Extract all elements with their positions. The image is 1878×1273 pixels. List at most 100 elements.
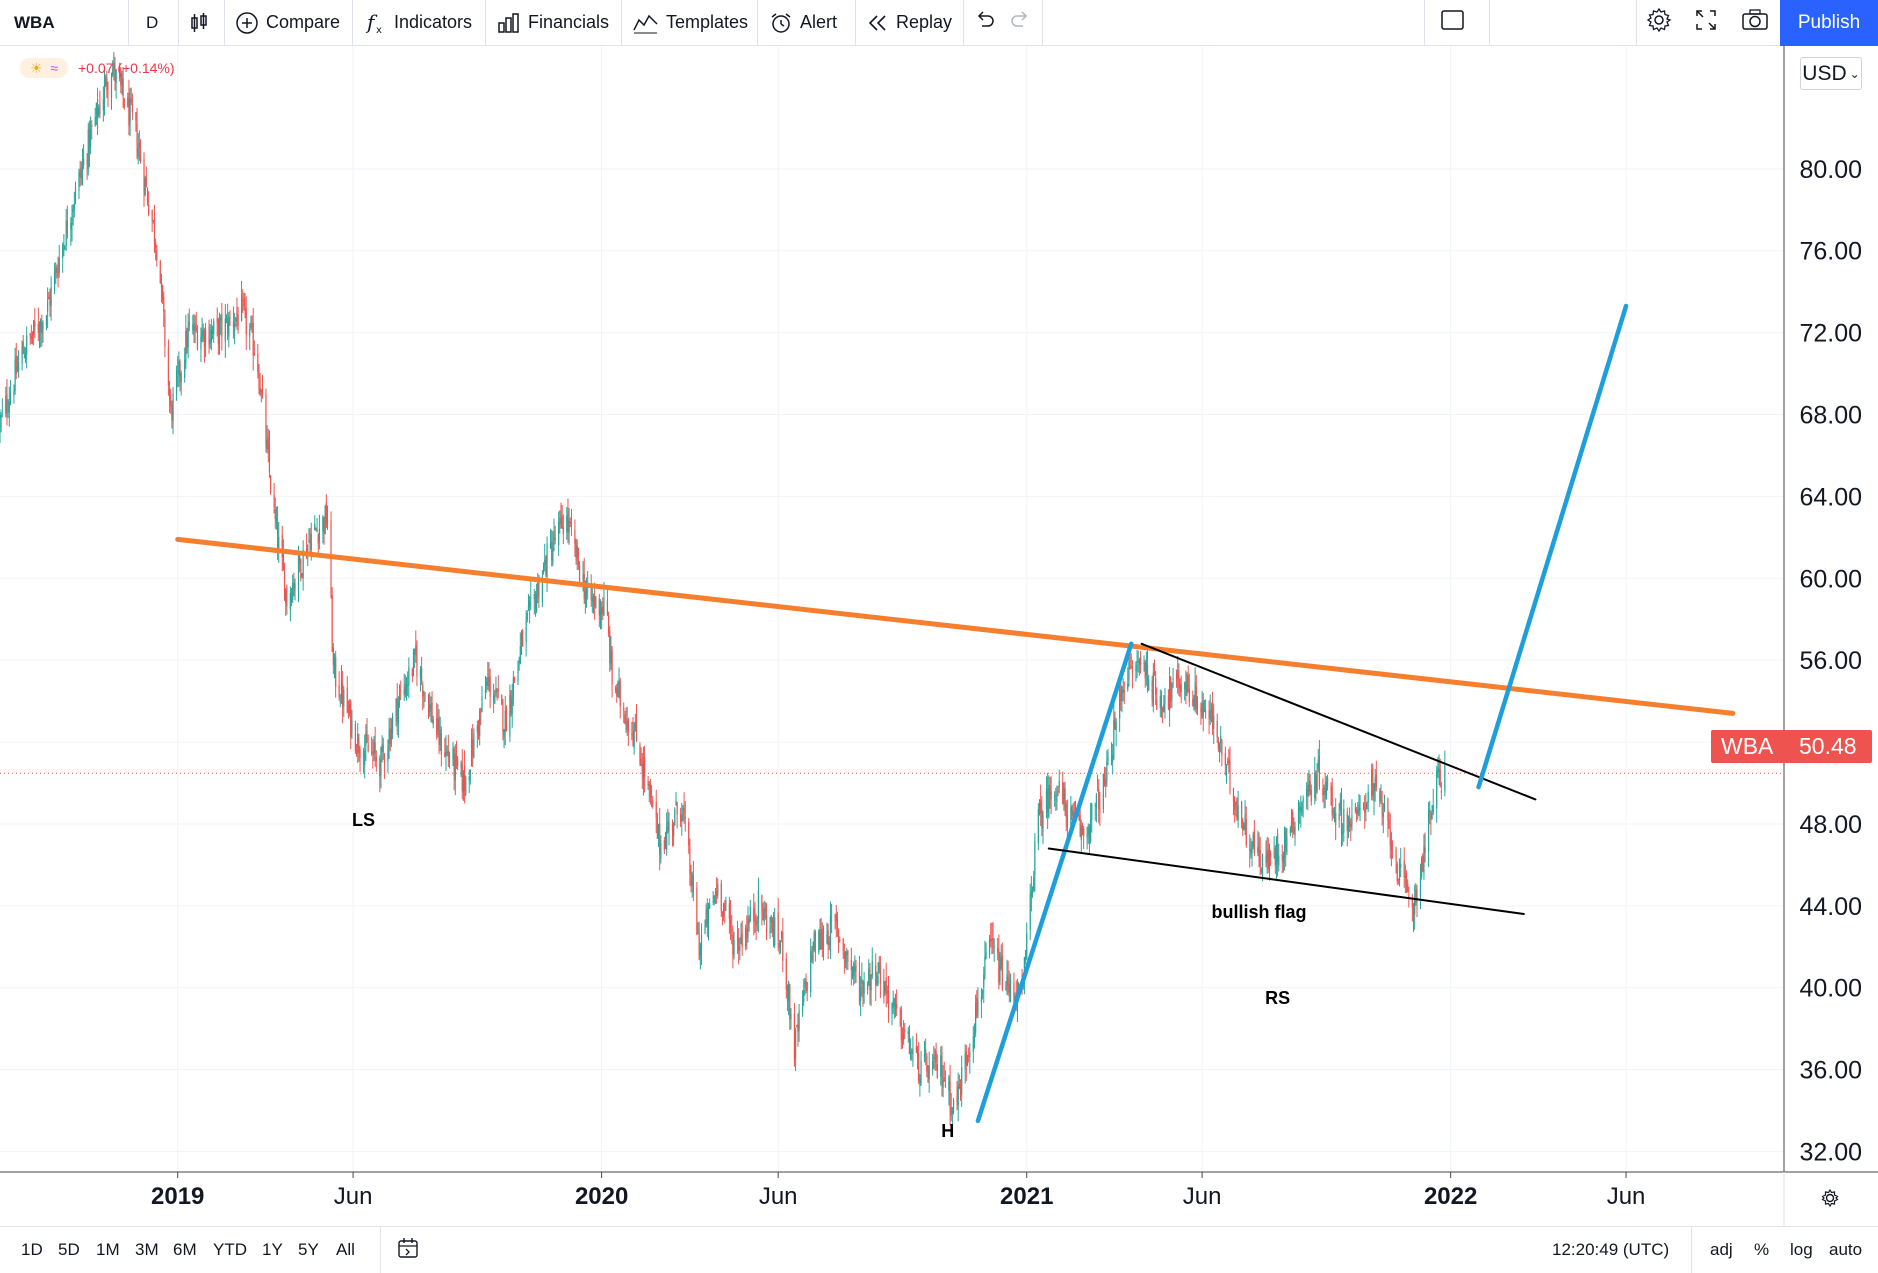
- alert-button[interactable]: Alert: [769, 0, 837, 45]
- range-5d[interactable]: 5D: [58, 1240, 80, 1259]
- range-all[interactable]: All: [336, 1240, 355, 1259]
- candle-body: [891, 1003, 893, 1011]
- candle-body: [535, 594, 538, 612]
- templates-button[interactable]: Templates: [633, 0, 748, 45]
- candle-body: [764, 908, 767, 912]
- symbol-search[interactable]: WBA: [14, 0, 55, 45]
- candle-body: [1178, 671, 1180, 689]
- range-1y[interactable]: 1Y: [262, 1240, 283, 1259]
- candle-body: [325, 501, 327, 525]
- candle-body: [785, 958, 787, 990]
- candle-body: [690, 878, 692, 888]
- settings-button[interactable]: [1646, 0, 1672, 45]
- candle-body: [339, 701, 341, 703]
- candle-body: [1220, 736, 1222, 743]
- templates-label: Templates: [666, 12, 749, 32]
- range-5y[interactable]: 5Y: [298, 1240, 319, 1259]
- candle-body: [397, 701, 399, 724]
- price-tick-label: 60.00: [1799, 565, 1862, 593]
- time-tick-label: 2022: [1424, 1183, 1477, 1210]
- candle-body: [698, 933, 700, 960]
- candle-body: [407, 684, 409, 686]
- candle-body: [162, 285, 164, 301]
- candle-body: [1194, 682, 1196, 707]
- candle-body: [1342, 831, 1344, 835]
- candle-body: [844, 951, 847, 963]
- candle-body: [164, 315, 166, 347]
- candle-body: [577, 547, 580, 565]
- percent-toggle[interactable]: %: [1754, 1227, 1769, 1273]
- range-ytd[interactable]: YTD: [213, 1240, 247, 1259]
- candle-body: [835, 914, 837, 922]
- candle-body: [916, 1048, 919, 1057]
- candle-body: [1162, 707, 1164, 712]
- screenshot-button[interactable]: [1741, 0, 1769, 45]
- price-tick-label: 48.00: [1799, 811, 1862, 839]
- financials-button[interactable]: Financials: [497, 0, 609, 45]
- go-to-date-button[interactable]: [397, 1227, 419, 1273]
- axis-settings-icon[interactable]: [1821, 1188, 1839, 1208]
- candle-body: [333, 658, 336, 666]
- candle-body: [820, 930, 822, 950]
- currency-select[interactable]: USD ⌄: [1800, 57, 1862, 90]
- candle-body: [936, 1064, 938, 1078]
- candle-body: [391, 716, 394, 734]
- candle-body: [107, 91, 109, 93]
- candle-body: [1379, 791, 1381, 802]
- chart-type-button[interactable]: [188, 0, 217, 45]
- publish-button[interactable]: Publish: [1780, 0, 1878, 46]
- candle-body: [1119, 689, 1121, 719]
- candle-body: [201, 331, 203, 342]
- candle-body: [479, 710, 481, 737]
- wave-icon: ≈: [50, 60, 59, 76]
- candle-body: [875, 965, 877, 985]
- auto-toggle[interactable]: auto: [1829, 1227, 1862, 1273]
- candle-body: [1159, 695, 1161, 708]
- candle-body: [1128, 662, 1130, 681]
- candle-body: [1095, 794, 1098, 808]
- fullscreen-button[interactable]: [1694, 0, 1718, 45]
- candle-body: [1110, 758, 1113, 766]
- replay-button[interactable]: Replay: [867, 0, 952, 45]
- candle-body: [999, 967, 1001, 981]
- clock-readout[interactable]: 12:20:49 (UTC): [1552, 1227, 1669, 1273]
- range-1d[interactable]: 1D: [21, 1240, 43, 1259]
- range-1m[interactable]: 1M: [96, 1240, 120, 1259]
- candle-body: [681, 814, 683, 823]
- candle-body: [716, 891, 718, 897]
- candle-body: [1396, 863, 1398, 882]
- candle-body: [786, 985, 789, 998]
- compare-button[interactable]: Compare: [235, 0, 340, 45]
- candle-body: [997, 948, 999, 953]
- candle-body: [1281, 854, 1283, 861]
- candle-body: [554, 537, 556, 541]
- candle-body: [1000, 957, 1002, 969]
- range-6m[interactable]: 6M: [173, 1240, 197, 1259]
- candle-body: [1373, 792, 1375, 800]
- range-3m[interactable]: 3M: [135, 1240, 159, 1259]
- redo-button[interactable]: [1009, 0, 1031, 45]
- candle-body: [625, 719, 627, 726]
- log-toggle[interactable]: log: [1790, 1227, 1813, 1273]
- candle-body: [122, 78, 124, 97]
- candle-body: [317, 534, 319, 544]
- layout-button[interactable]: [1440, 0, 1466, 45]
- candle-body: [1330, 787, 1332, 791]
- candle-body: [151, 210, 153, 221]
- candle-body: [553, 532, 555, 546]
- status-pill[interactable]: ☀ ≈: [20, 58, 68, 78]
- candle-body: [1350, 823, 1352, 827]
- candle-body: [1380, 799, 1382, 802]
- candle-body: [234, 323, 236, 331]
- undo-button[interactable]: [974, 0, 996, 45]
- candle-body: [1275, 839, 1278, 866]
- candle-body: [1196, 704, 1199, 707]
- candle-body: [1054, 795, 1056, 798]
- candle-body: [235, 317, 237, 322]
- candle-body: [1439, 769, 1441, 787]
- adj-toggle[interactable]: adj: [1710, 1227, 1733, 1273]
- interval-button[interactable]: D: [146, 0, 158, 45]
- candle-body: [79, 172, 81, 177]
